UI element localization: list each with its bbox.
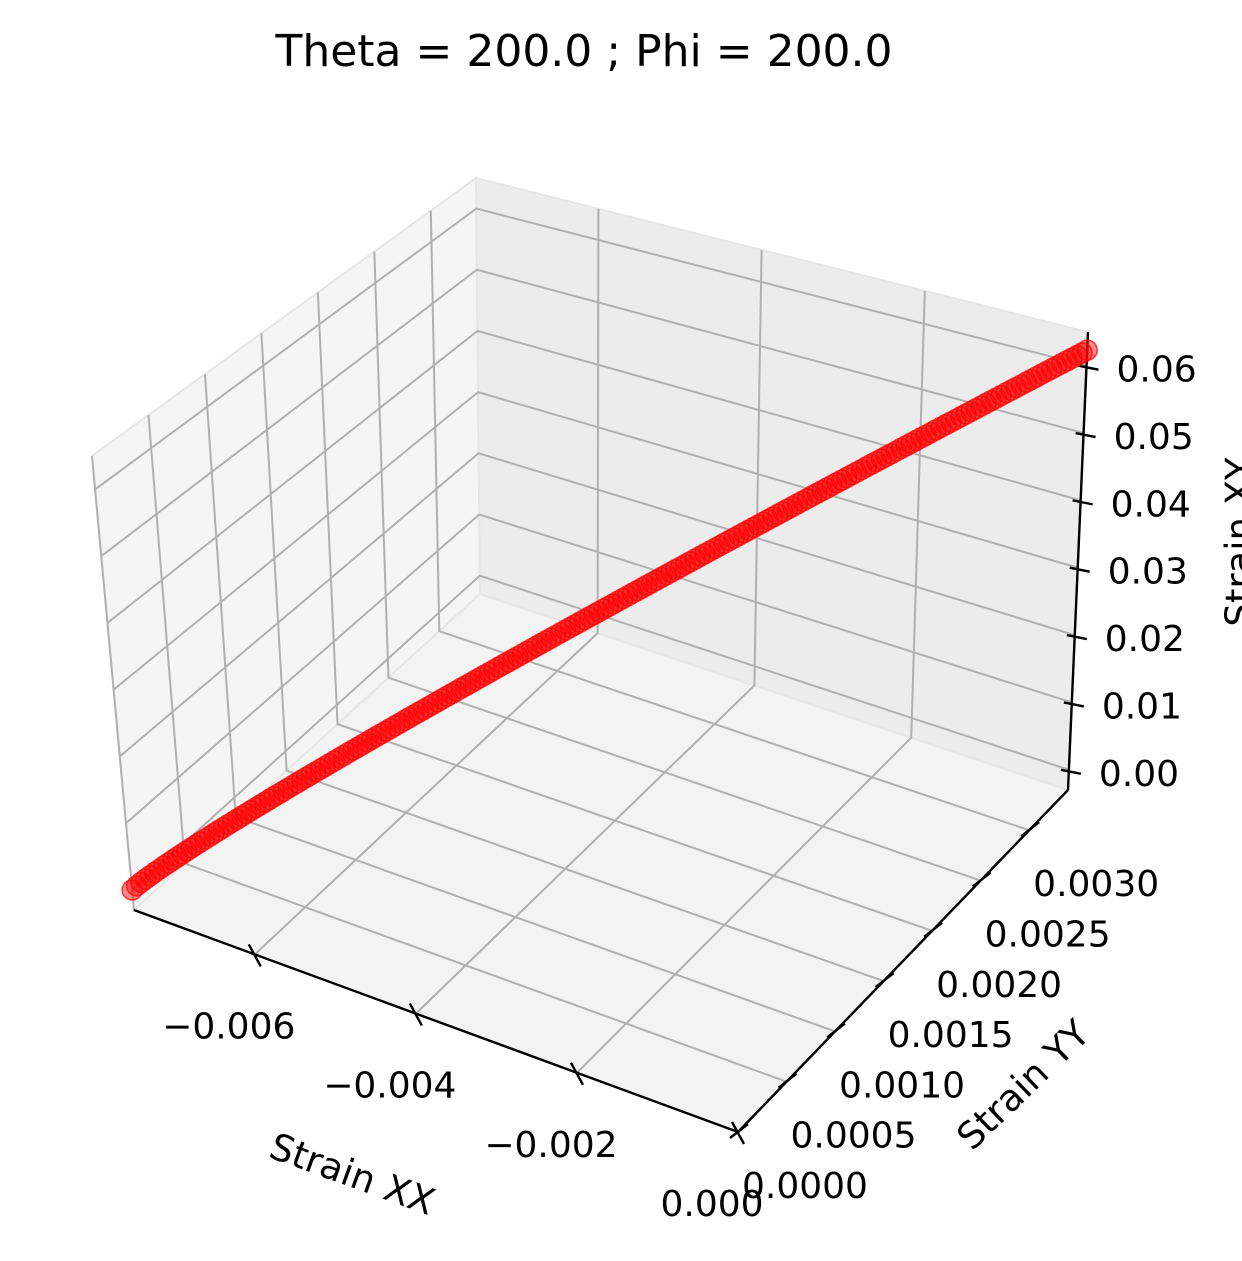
chart-title: Theta = 200.0 ; Phi = 200.0 xyxy=(274,26,892,77)
y-tick-mark-2 xyxy=(826,1022,846,1039)
y-grid-line-2 xyxy=(203,374,836,1033)
z-tick-mark-4 xyxy=(1072,499,1093,506)
y-grid-line-6 xyxy=(429,210,1030,832)
z-tick-label-1: 0.01 xyxy=(1102,686,1182,727)
y-tick-mark-3 xyxy=(874,972,895,989)
x-tick-mark-0 xyxy=(247,943,262,967)
z-grid-line-4 xyxy=(106,329,1081,624)
z-tick-label-6: 0.06 xyxy=(1117,350,1197,391)
x-axis-label: Strain XX xyxy=(264,1125,440,1224)
y-grid-line-5 xyxy=(373,251,981,882)
y-tick-mark-6 xyxy=(1020,821,1040,838)
z-tick-mark-1 xyxy=(1063,701,1085,708)
z-grid-line-3 xyxy=(112,391,1078,691)
x-tick-label-2: −0.002 xyxy=(484,1125,617,1166)
y-tick-label-2: 0.0010 xyxy=(839,1065,965,1106)
y-tick-mark-1 xyxy=(777,1072,798,1089)
y-tick-mark-0 xyxy=(729,1123,749,1139)
x-tick-mark-1 xyxy=(408,1003,423,1027)
z-tick-label-5: 0.05 xyxy=(1114,417,1194,458)
y-grid-line-3 xyxy=(260,333,884,983)
z-axis-line xyxy=(1066,331,1090,791)
y-tick-mark-4 xyxy=(923,921,943,938)
x-tick-mark-2 xyxy=(569,1062,584,1086)
y-tick-label-6: 0.0030 xyxy=(1033,864,1159,905)
z-axis-label: Strain XY xyxy=(1218,457,1242,627)
axes xyxy=(133,331,1099,1145)
z-grid-line-1 xyxy=(125,513,1073,824)
z-tick-mark-2 xyxy=(1066,633,1087,641)
y-tick-label-0: 0.0000 xyxy=(742,1166,868,1207)
y-tick-label-4: 0.0020 xyxy=(936,965,1062,1006)
data-points xyxy=(121,339,1098,901)
z-tick-label-4: 0.04 xyxy=(1111,484,1191,525)
data-point-199 xyxy=(121,879,143,901)
y-tick-label-5: 0.0025 xyxy=(985,915,1111,956)
x-axis-line xyxy=(133,908,739,1134)
x-grid-line-1 xyxy=(415,249,763,1015)
tick-labels: −0.006 −0.004 −0.002 0.0000.0000 0.0005 0.001… xyxy=(162,350,1197,1225)
y-tick-label-1: 0.0005 xyxy=(791,1116,917,1157)
z-tick-label-0: 0.00 xyxy=(1099,754,1179,795)
z-grid-line-2 xyxy=(119,452,1076,758)
y-grid-line-4 xyxy=(316,292,933,932)
x-tick-label-0: −0.006 xyxy=(162,1006,295,1047)
x-grid-line-0 xyxy=(254,208,600,956)
y-tick-mark-5 xyxy=(971,871,992,888)
y-tick-label-3: 0.0015 xyxy=(888,1015,1014,1056)
z-grid-line-5 xyxy=(100,268,1084,557)
z-tick-mark-0 xyxy=(1060,768,1082,775)
x-tick-label-1: −0.004 xyxy=(323,1066,456,1107)
z-tick-label-3: 0.03 xyxy=(1108,552,1188,593)
z-grid-line-0 xyxy=(131,574,1070,891)
x-tick-label-3: 0.000 xyxy=(660,1184,763,1225)
z-tick-mark-5 xyxy=(1075,431,1096,439)
z-tick-mark-3 xyxy=(1069,566,1090,573)
z-tick-label-2: 0.02 xyxy=(1105,619,1185,660)
z-tick-mark-6 xyxy=(1078,364,1099,371)
z-grid-line-6 xyxy=(94,207,1087,491)
